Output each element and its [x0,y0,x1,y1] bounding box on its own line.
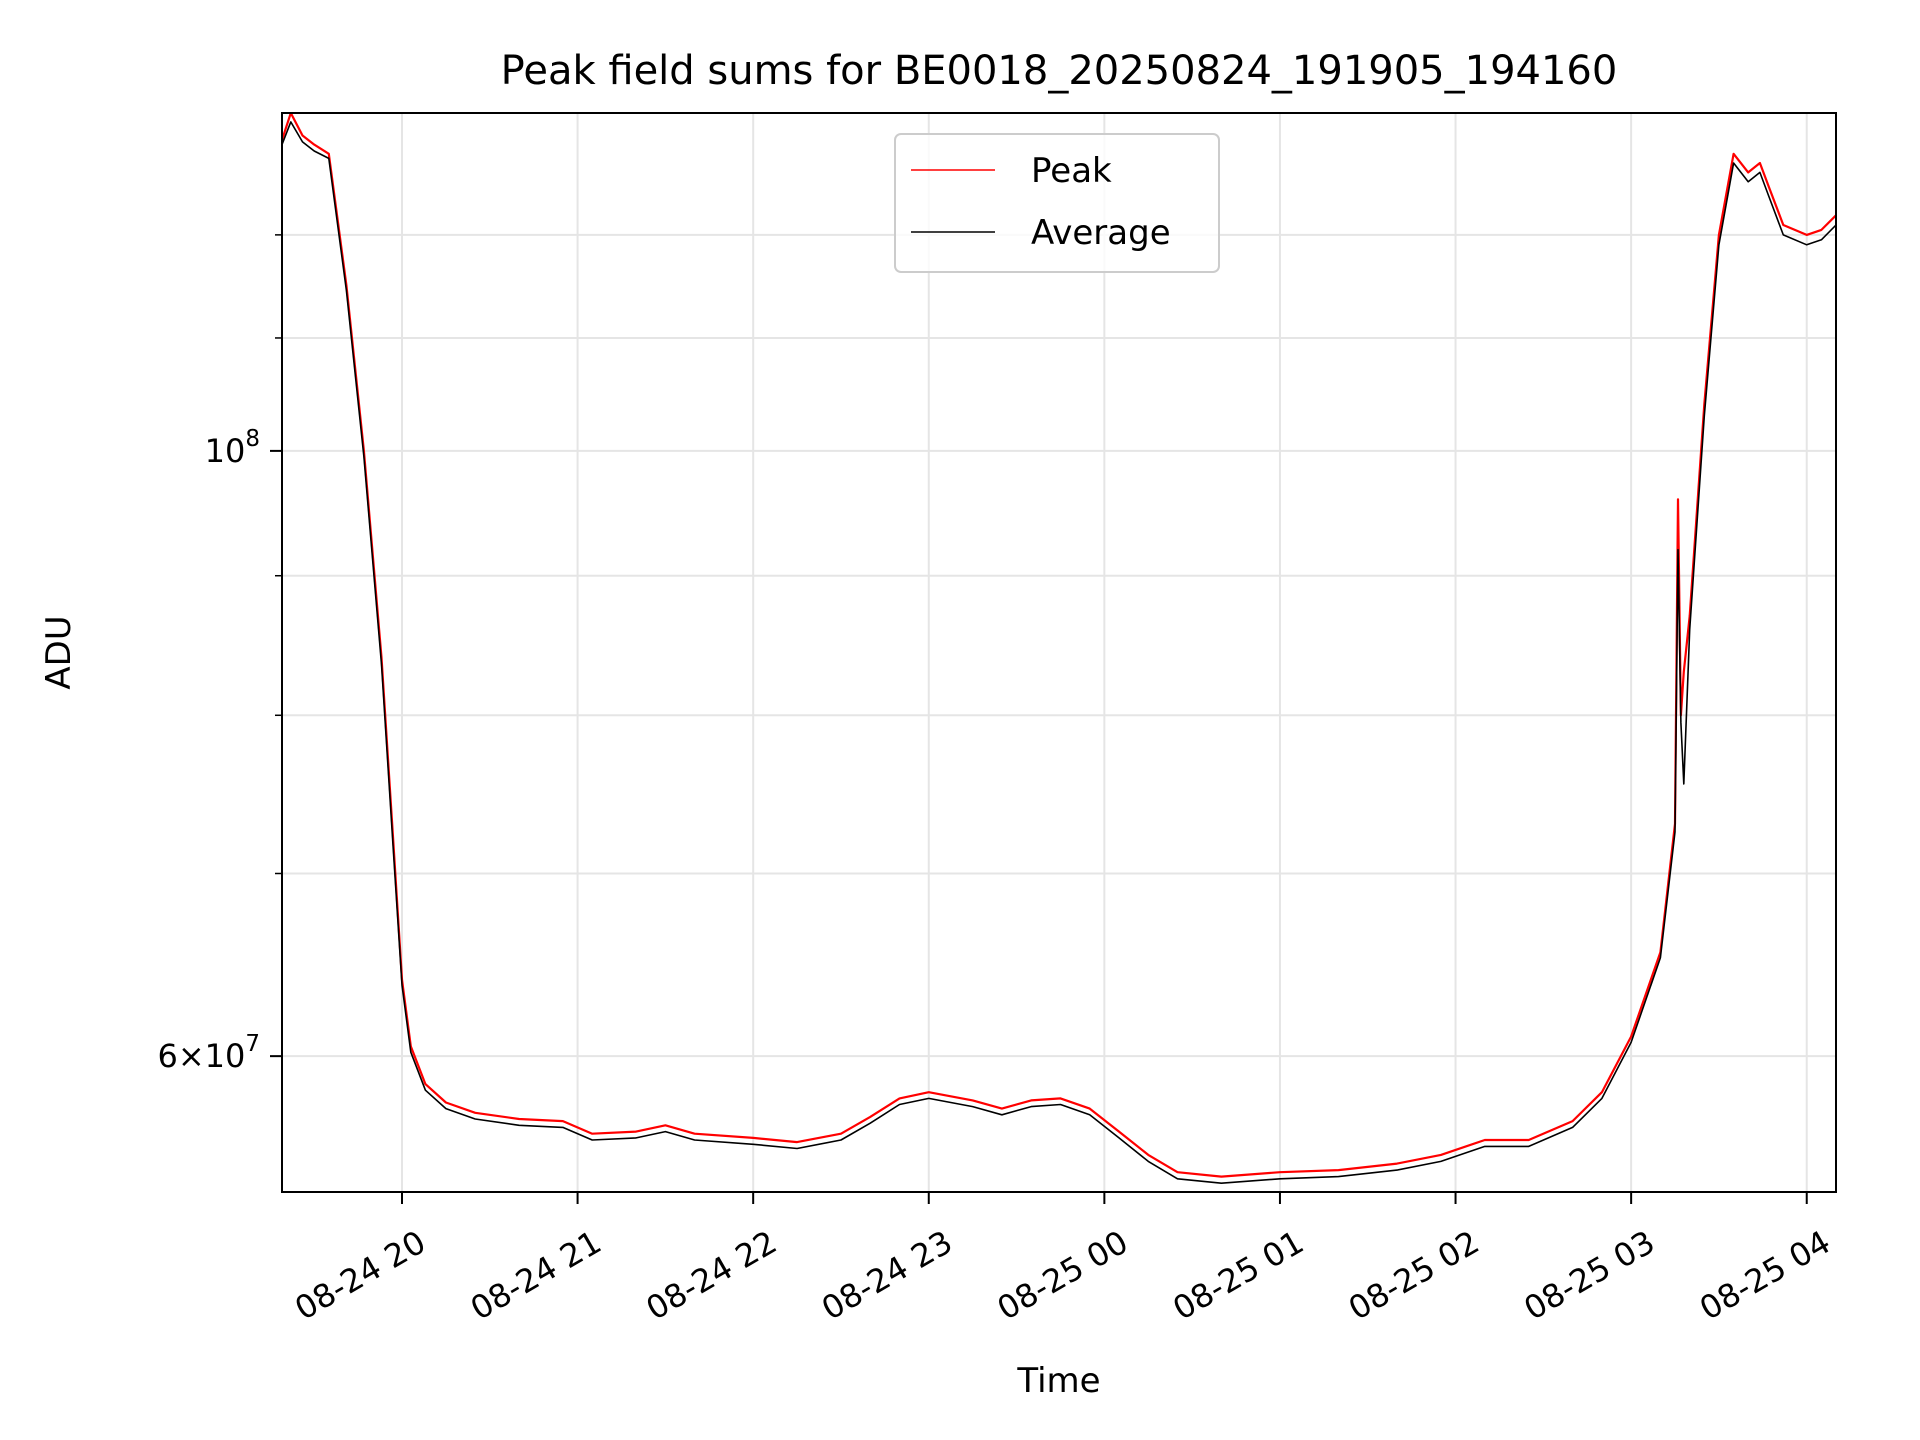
y-axis-ticks: 6×107 108 [157,234,282,1075]
plot-area-frame [281,112,1837,1193]
chart-title: Peak field sums for BE0018_20250824_1919… [501,48,1618,94]
x-axis-label: Time [1016,1361,1100,1401]
legend-entry-peak: Peak [1031,151,1112,191]
legend-box [894,133,1220,273]
series-layer [282,113,1836,1184]
y-axis-label: ADU [39,615,79,689]
series-line-average [282,121,1836,1184]
y-tick-label: 6×107 [157,1031,260,1075]
y-tick-label: 108 [205,426,260,470]
legend-entry-average: Average [1031,213,1171,253]
legend: Peak Average [894,133,1220,273]
